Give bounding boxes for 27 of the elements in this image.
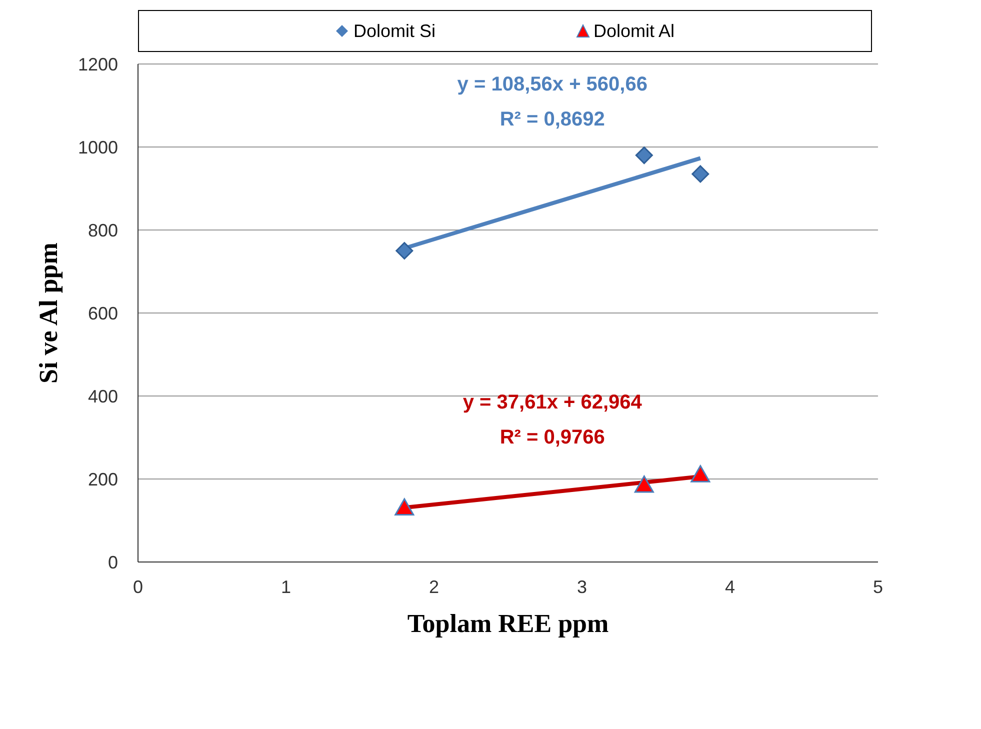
point: [692, 165, 710, 183]
x-tick-label: 1: [280, 576, 292, 597]
y-tick-label: 0: [108, 552, 118, 572]
annotation: R² = 0,8692: [500, 108, 605, 130]
annotation: R² = 0,9766: [500, 426, 605, 449]
point: [635, 146, 653, 164]
x-tick-label: 4: [724, 576, 736, 597]
y-tick-label: 1200: [78, 54, 118, 74]
point: [690, 465, 710, 482]
annotation: y = 108,56x + 560,66: [457, 73, 648, 96]
y-tick-label: 400: [88, 386, 118, 406]
x-axis-title: Toplam REE ppm: [407, 609, 610, 638]
y-tick-label: 800: [88, 220, 118, 240]
x-tick-label: 5: [872, 576, 884, 597]
x-tick-label: 2: [428, 576, 440, 597]
y-axis-title: Si ve Al ppm: [34, 242, 64, 384]
point: [634, 475, 654, 493]
y-tick-label: 1000: [78, 137, 118, 158]
annotation: y = 37,61x + 62,964: [462, 392, 643, 414]
x-tick-label: 0: [132, 576, 144, 597]
point: [394, 498, 414, 516]
point: [396, 242, 414, 260]
y-tick-label: 200: [88, 469, 118, 490]
legend-label: Dolomit Al: [592, 20, 675, 42]
y-tick-label: 600: [88, 303, 118, 324]
legend-label: Dolomit Si: [352, 20, 436, 42]
x-tick-label: 3: [576, 576, 588, 597]
